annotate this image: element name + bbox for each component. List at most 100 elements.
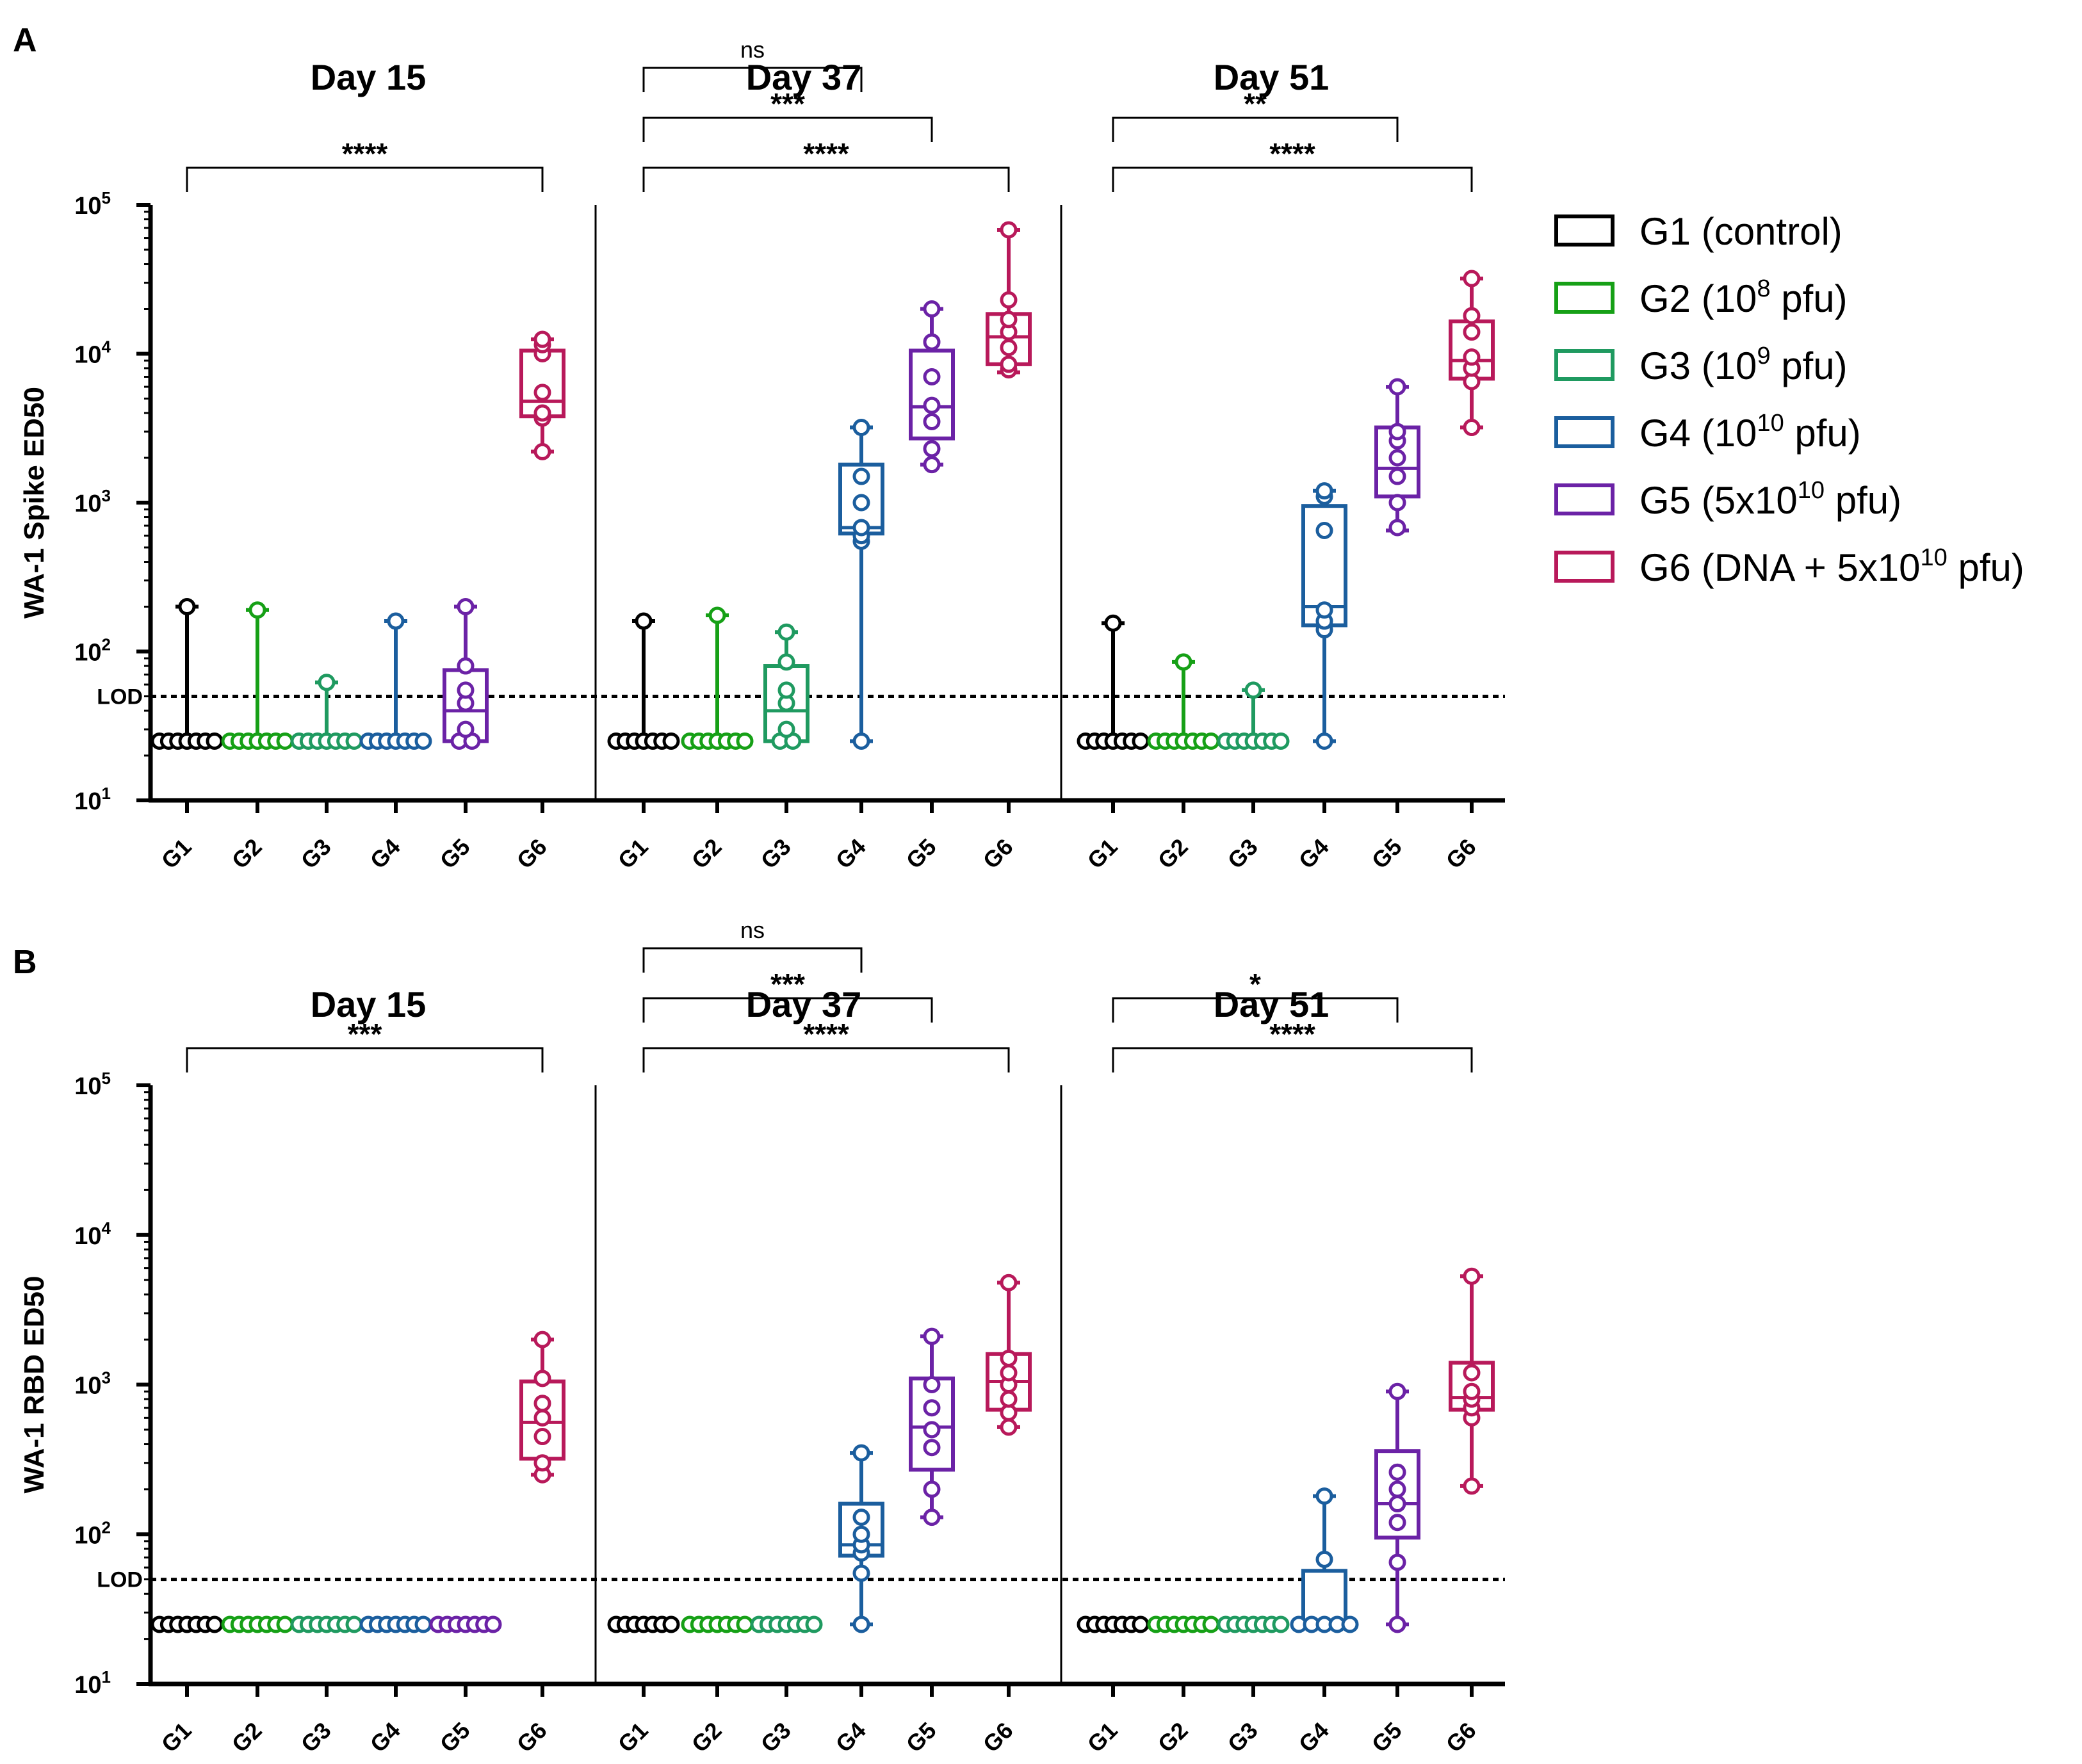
- data-point: [1388, 449, 1406, 467]
- bracket-line: [1112, 166, 1473, 192]
- bracket-line: [642, 947, 863, 973]
- x-tick-label: G1: [1082, 834, 1123, 874]
- data-point: [457, 681, 475, 699]
- data-point: [1388, 1615, 1406, 1633]
- legend-label: G2 (108 pfu): [1639, 275, 1848, 320]
- x-tick-label: G1: [156, 1717, 197, 1758]
- data-point: [777, 623, 795, 641]
- x-tick-label: G5: [435, 834, 475, 874]
- data-point: [777, 653, 795, 671]
- x-tick-label: G1: [613, 834, 653, 874]
- legend-item-g1: G1 (control): [1554, 210, 1842, 253]
- day-group: Day 15 G1 G2 G3 G4 G5 G6 ****: [150, 57, 565, 874]
- data-point: [1388, 378, 1406, 396]
- data-point: [1388, 1553, 1406, 1571]
- data-point: [1315, 482, 1333, 500]
- legend-label-text: G6 (DNA + 5x10: [1639, 546, 1921, 589]
- x-tick-label: G4: [1294, 834, 1334, 874]
- data-point: [1272, 1615, 1290, 1633]
- legend-label-text: G3 (10: [1639, 344, 1757, 387]
- data-point: [533, 442, 551, 460]
- legend-label: G6 (DNA + 5x1010 pfu): [1639, 544, 2024, 589]
- significance-bracket: ***: [186, 1017, 544, 1072]
- y-tick-exponent: 1: [102, 1667, 111, 1687]
- data-point: [1341, 1615, 1359, 1633]
- data-point: [457, 657, 475, 675]
- data-point: [923, 1421, 941, 1439]
- data-point: [1388, 519, 1406, 537]
- legend-swatch: [1554, 483, 1614, 515]
- data-point: [1175, 653, 1192, 671]
- data-point: [414, 1615, 432, 1633]
- data-point: [635, 612, 653, 630]
- data-point: [533, 1370, 551, 1388]
- box-g6: [1449, 1267, 1495, 1495]
- legend-label-text: G1 (control): [1639, 210, 1842, 253]
- y-tick-label: 105: [74, 1069, 111, 1100]
- significance-label: ****: [1269, 137, 1315, 170]
- day-title: Day 15: [311, 57, 427, 97]
- data-point: [1315, 601, 1333, 619]
- legend-label: G4 (1010 pfu): [1639, 410, 1861, 455]
- data-point: [1272, 732, 1290, 750]
- legend: G1 (control)G2 (108 pfu)G3 (109 pfu)G4 (…: [1554, 210, 2024, 589]
- data-point: [1463, 1382, 1481, 1400]
- day-title: Day 37: [746, 984, 862, 1024]
- box-g2: [681, 606, 754, 750]
- box-g6: [1449, 270, 1495, 437]
- data-point: [533, 1331, 551, 1348]
- box-g4: [1301, 482, 1347, 750]
- box-g3: [750, 1615, 823, 1633]
- y-tick-base: 10: [74, 1522, 101, 1549]
- significance-bracket: ns: [642, 917, 863, 973]
- day-group: Day 15 G1 G2 G3 G4 G5 G6 ***: [150, 984, 565, 1758]
- y-axis-label: WA-1 RBD ED50: [19, 1276, 50, 1494]
- data-point: [1000, 355, 1018, 373]
- box-g4: [838, 419, 884, 750]
- data-point: [852, 1564, 870, 1582]
- data-point: [1202, 732, 1220, 750]
- box-g4: [359, 612, 432, 750]
- significance-bracket: *: [1112, 967, 1399, 1023]
- x-tick-label: G6: [1441, 1717, 1481, 1758]
- box-g6: [519, 330, 565, 460]
- x-tick-label: G4: [1294, 1717, 1334, 1758]
- box-g1: [607, 612, 680, 750]
- significance-label: ***: [348, 1017, 382, 1051]
- data-point: [1463, 348, 1481, 366]
- data-point: [276, 1615, 294, 1633]
- bracket-line: [1112, 117, 1399, 142]
- data-point: [1463, 1267, 1481, 1285]
- x-tick-label: G4: [365, 1717, 405, 1758]
- box-g2: [681, 1615, 754, 1633]
- data-point: [923, 300, 941, 318]
- box-g2: [221, 601, 294, 750]
- data-point: [1463, 270, 1481, 287]
- legend-label-suffix: pfu): [1771, 277, 1848, 320]
- y-tick-exponent: 5: [102, 188, 111, 207]
- significance-bracket: ****: [1112, 1017, 1473, 1072]
- legend-item-g6: G6 (DNA + 5x1010 pfu): [1554, 544, 2024, 589]
- data-point: [533, 404, 551, 422]
- significance-bracket: ****: [642, 1017, 1010, 1072]
- box-body: [1301, 1569, 1347, 1626]
- data-point: [206, 732, 224, 750]
- y-tick-exponent: 4: [102, 337, 111, 357]
- bracket-line: [642, 67, 863, 92]
- data-point: [1388, 1463, 1406, 1481]
- y-tick-base: 10: [74, 490, 101, 517]
- box-g5: [443, 598, 489, 750]
- data-point: [178, 598, 196, 616]
- data-point: [457, 598, 475, 616]
- data-point: [1388, 1480, 1406, 1498]
- y-tick-label: 103: [74, 1368, 111, 1400]
- y-tick-label: 101: [74, 784, 111, 815]
- data-point: [852, 732, 870, 750]
- x-tick-label: G2: [227, 834, 267, 874]
- day-title: Day 37: [746, 57, 862, 97]
- data-point: [1000, 291, 1018, 309]
- box-g1: [150, 598, 224, 750]
- x-tick-label: G5: [435, 1717, 475, 1758]
- data-point: [1388, 1382, 1406, 1400]
